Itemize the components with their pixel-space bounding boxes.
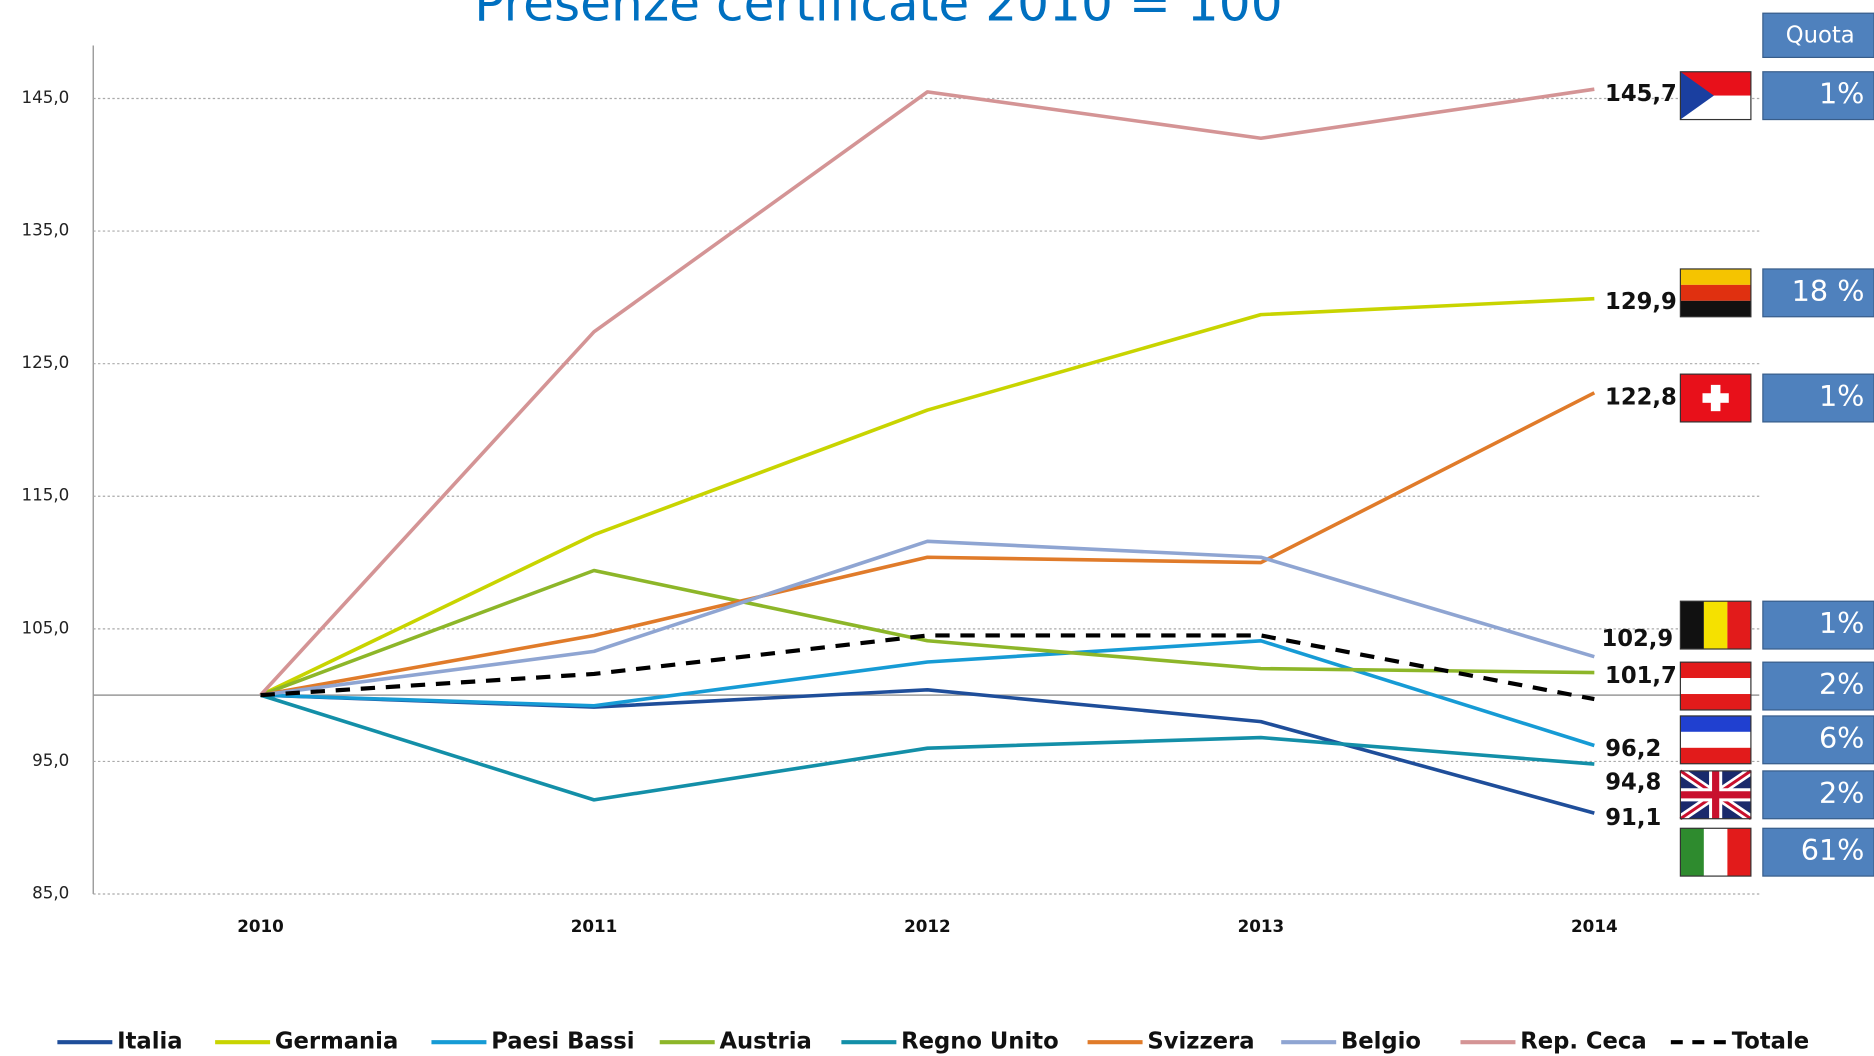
quota-box — [1762, 373, 1874, 423]
flag-stripe — [1680, 601, 1704, 650]
flag-stripe — [1703, 828, 1728, 877]
quota-header-box — [1762, 12, 1874, 59]
legend-label: Regno Unito — [901, 1029, 1059, 1055]
flag — [1678, 767, 1754, 823]
quota-box — [1762, 661, 1874, 711]
flag — [1679, 827, 1752, 877]
quota-box — [1762, 600, 1874, 650]
quota-box — [1762, 71, 1874, 121]
y-tick-label: 145,0 — [21, 87, 69, 107]
flag-cross — [1702, 393, 1729, 403]
quota-header: Quota — [1786, 22, 1855, 48]
value-label: 96,2 — [1605, 736, 1661, 762]
flag-border — [1679, 715, 1752, 765]
flag-stripe — [1680, 662, 1751, 679]
value-label: 145,7 — [1605, 81, 1677, 107]
x-tick-label: 2012 — [904, 916, 951, 936]
quota-value: 2% — [1819, 776, 1865, 810]
flag-stripe — [1680, 694, 1751, 710]
chart-title: Presenze certificate 2010 = 100 — [474, 0, 1282, 33]
quota-value: 1% — [1819, 606, 1865, 640]
legend-label: Belgio — [1341, 1029, 1421, 1055]
flag-stripe — [1680, 731, 1751, 748]
value-label: 94,8 — [1605, 769, 1661, 795]
legend-label: Austria — [719, 1029, 811, 1055]
quota-value: 2% — [1819, 667, 1865, 701]
y-tick-label: 95,0 — [32, 750, 69, 770]
series-line — [260, 633, 1595, 702]
flag-border — [1679, 600, 1752, 650]
flag-border — [1679, 373, 1752, 423]
value-label: 91,1 — [1605, 805, 1661, 831]
flag-stripe — [1680, 284, 1751, 301]
series-line — [260, 638, 1595, 748]
value-label: 101,7 — [1605, 663, 1677, 689]
x-tick-label: 2013 — [1238, 916, 1285, 936]
flag-cross — [1680, 770, 1751, 819]
y-tick-label: 125,0 — [21, 352, 69, 372]
flag-stripe — [1680, 747, 1751, 764]
quota-box — [1762, 827, 1874, 877]
legend-label: Totale — [1732, 1029, 1809, 1055]
y-tick-label: 115,0 — [21, 485, 69, 505]
flag-border — [1679, 661, 1752, 711]
quota-box — [1762, 715, 1874, 765]
quota-box — [1762, 268, 1874, 318]
flag-stripe — [1703, 601, 1728, 650]
flag-stripe — [1680, 678, 1751, 695]
flag — [1679, 600, 1752, 650]
legend-label: Svizzera — [1147, 1029, 1254, 1055]
flag-stripe — [1727, 601, 1751, 650]
quota-value: 6% — [1819, 721, 1865, 755]
flag-stripe — [1680, 300, 1751, 317]
flag-triangle — [1680, 71, 1714, 120]
flag-border — [1679, 770, 1752, 820]
flag — [1679, 268, 1752, 318]
series-line — [259, 568, 1595, 697]
x-tick-label: 2014 — [1571, 916, 1618, 936]
series-line — [260, 391, 1596, 697]
quota-value: 61% — [1801, 833, 1865, 867]
value-label: 122,8 — [1605, 385, 1677, 411]
quota-box — [1762, 770, 1874, 820]
y-tick-label: 135,0 — [21, 220, 69, 240]
x-tick-label: 2011 — [571, 916, 618, 936]
flag-stripe — [1727, 828, 1751, 877]
series-line — [260, 693, 1595, 802]
flag-border — [1679, 268, 1752, 318]
flag-border — [1679, 71, 1752, 121]
legend-label: Italia — [117, 1029, 182, 1055]
series-line — [259, 296, 1595, 697]
legend-label: Paesi Bassi — [491, 1029, 634, 1055]
flag — [1679, 715, 1752, 765]
flag — [1679, 71, 1752, 121]
quota-value: 1% — [1819, 379, 1865, 413]
flag-border — [1679, 827, 1752, 877]
x-tick-label: 2010 — [237, 916, 284, 936]
legend-label: Germania — [275, 1029, 398, 1055]
series-line — [259, 87, 1595, 697]
y-tick-label: 85,0 — [32, 883, 69, 903]
flag-stripe — [1680, 715, 1751, 732]
flag-stripe — [1680, 268, 1751, 285]
value-label: 129,9 — [1605, 289, 1677, 315]
value-label: 102,9 — [1601, 626, 1673, 652]
series-line — [260, 688, 1595, 815]
flag — [1679, 373, 1752, 423]
y-tick-label: 105,0 — [21, 617, 69, 637]
legend-label: Rep. Ceca — [1520, 1029, 1646, 1055]
series-line — [260, 539, 1595, 697]
flag — [1679, 661, 1752, 711]
flag-stripe — [1680, 828, 1704, 877]
quota-value: 18 % — [1792, 274, 1865, 308]
quota-value: 1% — [1819, 77, 1865, 111]
